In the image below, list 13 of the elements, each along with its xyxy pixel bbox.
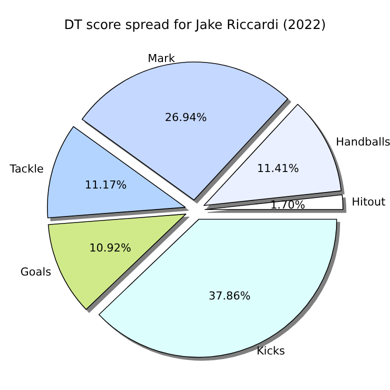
data-label: 1.70%	[270, 198, 306, 212]
slice-label: Goals	[20, 265, 52, 278]
slice-label: Handballs	[336, 135, 390, 148]
data-label: 11.41%	[256, 162, 299, 175]
data-label: 10.92%	[89, 241, 132, 254]
slice-label: Tackle	[8, 162, 44, 176]
data-label: 11.17%	[84, 178, 127, 192]
slice-label: Hitout	[352, 195, 386, 208]
data-label: 37.86%	[208, 290, 251, 303]
slice-label: Mark	[148, 52, 176, 66]
chart-title: DT score spread for Jake Riccardi (2022)	[64, 18, 326, 33]
data-label: 26.94%	[164, 111, 207, 124]
slice-label: Kicks	[256, 344, 286, 358]
